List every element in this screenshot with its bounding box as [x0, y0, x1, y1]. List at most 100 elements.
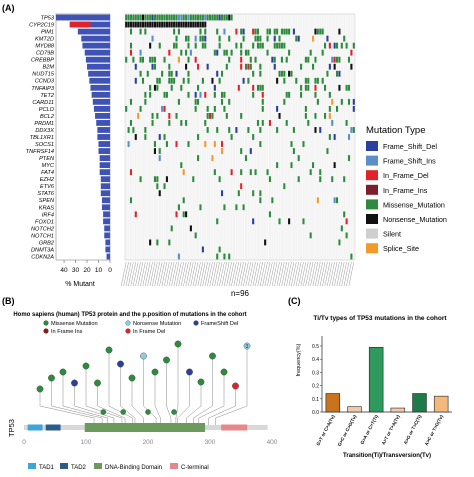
mutation-cell — [156, 84, 159, 91]
mutation-cell — [213, 91, 216, 98]
mutation-cell — [259, 63, 262, 70]
mutation-cell — [173, 21, 176, 28]
mutation-cell — [256, 28, 260, 35]
legend-swatch-silent — [366, 228, 378, 239]
lollipop-head — [128, 374, 136, 382]
mutation-cell — [192, 21, 195, 28]
mutation-cell — [163, 21, 166, 28]
gene-label-notch2: NOTCH2 — [31, 226, 55, 232]
lollipop-head — [209, 352, 216, 360]
mutation-cell — [304, 56, 307, 63]
gene-bar-notch2 — [104, 225, 110, 232]
mutation-cell — [331, 120, 334, 126]
mutation-cell — [266, 35, 269, 42]
sample-label — [142, 261, 149, 287]
mutation-cell — [328, 42, 331, 49]
mutation-cell — [185, 120, 188, 126]
mutation-cell — [228, 127, 231, 133]
mutation-cell — [168, 49, 171, 56]
titv-title: Ti/Tv types of TP53 mutations in the coh… — [313, 315, 447, 322]
sample-label — [291, 261, 297, 287]
sample-label — [338, 261, 345, 287]
mutation-cell — [288, 91, 291, 98]
mutation-cell — [220, 148, 224, 154]
mutation-cell — [235, 204, 238, 211]
sample-label — [228, 261, 235, 287]
mutation-cell — [319, 176, 322, 183]
lollipop-head — [117, 360, 124, 368]
mutation-cell — [158, 42, 161, 49]
mutation-cell — [218, 14, 221, 21]
sample-label — [200, 261, 206, 287]
lollipop-legend-label: FrameShift Del — [201, 321, 238, 327]
mutation-cell — [283, 42, 286, 49]
sample-label — [271, 261, 278, 287]
mutation-cell — [256, 42, 260, 49]
mutation-cell — [168, 239, 171, 246]
sample-label — [226, 261, 232, 287]
mutation-cell — [343, 35, 346, 42]
mutation-cell — [180, 21, 183, 28]
mutation-cell — [259, 70, 262, 77]
mutation-cell — [144, 98, 147, 105]
gene-bar-dnmt3a — [105, 246, 110, 253]
sample-label — [317, 261, 323, 287]
gene-label-b2m: B2M — [42, 65, 54, 71]
mutation-cell — [338, 70, 341, 77]
mutation-cell — [261, 98, 264, 105]
mutation-cell — [153, 176, 156, 183]
panel-label-b: (B) — [2, 296, 15, 306]
protein-track — [24, 423, 268, 432]
mutation-cell — [309, 49, 312, 56]
mutation-cell — [230, 169, 233, 176]
lollipop-stem — [215, 346, 248, 425]
mutation-cell — [187, 141, 190, 147]
mutation-cell — [324, 84, 327, 91]
gene-bars — [56, 14, 110, 260]
mutation-cell — [134, 63, 137, 70]
mutation-cell — [197, 84, 200, 91]
lollipop-legend-dot — [43, 328, 49, 334]
mutation-cell — [343, 211, 346, 218]
sample-label — [209, 261, 216, 287]
mutation-cell — [146, 21, 149, 28]
legend-swatch-splice-site — [366, 243, 378, 254]
mutation-cell — [158, 155, 161, 161]
mutation-cell — [213, 169, 216, 176]
mutation-cell — [333, 56, 336, 63]
legend-swatch-in-frame-del — [366, 170, 378, 181]
mutation-cell — [185, 14, 188, 21]
mutation-cell — [187, 77, 190, 84]
mutation-cell — [127, 127, 130, 133]
sample-label — [307, 261, 314, 287]
mutation-cell — [295, 35, 298, 42]
mutation-cell — [242, 35, 245, 42]
domain-legend-swatch — [60, 463, 68, 469]
mutation-cell — [228, 98, 231, 105]
sample-label — [231, 261, 237, 287]
mutation-cell — [129, 98, 133, 105]
sample-label — [326, 261, 333, 287]
mutation-cell — [220, 70, 224, 77]
lollipop-legend-dot — [125, 320, 131, 326]
mutation-cell — [256, 120, 260, 126]
gene-bar-irf4 — [103, 211, 110, 218]
mutation-cell — [276, 162, 279, 169]
mutation-cell — [177, 56, 180, 63]
mutation-cell — [314, 56, 317, 63]
lollipop-head — [197, 378, 205, 386]
mutation-cell — [206, 113, 209, 119]
lollipop-head — [171, 409, 177, 415]
mutation-cell — [189, 21, 192, 28]
mutation-cell — [129, 28, 133, 35]
mutation-cell — [283, 183, 286, 190]
titv-xlabel: Transition(Ti)/Transversion(Tv) — [343, 453, 431, 459]
sample-labels — [120, 261, 355, 287]
mutation-cell — [309, 232, 312, 239]
mutation-cell — [328, 134, 331, 140]
mutation-cell — [290, 70, 293, 77]
mutation-cell — [170, 70, 173, 77]
lollipop-stem — [198, 372, 225, 425]
mutation-cell — [156, 113, 159, 119]
